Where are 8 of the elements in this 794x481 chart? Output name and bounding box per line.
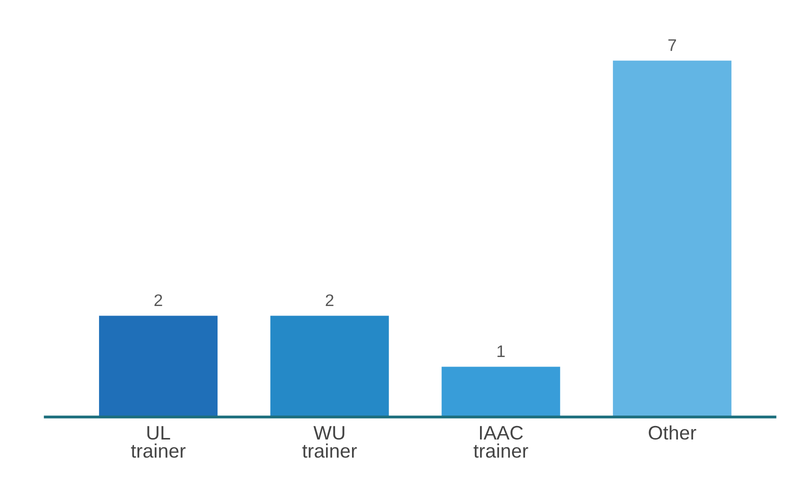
data-label: 2 (154, 294, 162, 306)
data-label: 7 (668, 39, 676, 51)
x-tick-label: UL trainer (131, 426, 186, 458)
data-label: 1 (498, 346, 505, 357)
x-tick-label: IAAC trainer (474, 426, 528, 458)
data-label: 2 (326, 294, 334, 306)
x-tick-label: Other (648, 425, 696, 440)
x-tick-label: WU trainer (302, 426, 357, 458)
